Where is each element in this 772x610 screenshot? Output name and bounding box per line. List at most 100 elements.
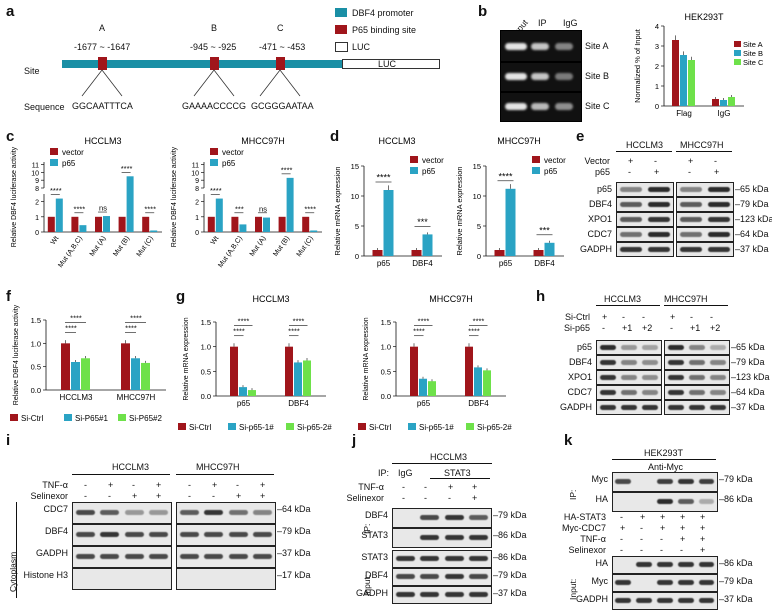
lane-ip: IP: [538, 18, 547, 28]
site-label: Site: [24, 66, 40, 76]
category-label: Mut (C): [296, 235, 315, 258]
bar: [255, 216, 262, 232]
chart-c-hcclm3: HCCLM3 Relative DBF4 luciferase activity 0…: [11, 136, 162, 269]
cell-label: HCCLM3: [430, 452, 468, 462]
legend-swatch: [532, 156, 540, 163]
y-tick-label: 2: [655, 62, 659, 71]
bar: [533, 250, 544, 256]
bar: [230, 346, 238, 396]
blot-strip: [392, 528, 492, 548]
kda-label: –123 kDa: [731, 372, 770, 382]
legend-swatch: [210, 159, 218, 166]
bar: [150, 230, 158, 232]
legend-label: vector: [62, 148, 84, 157]
sig-label: ***: [539, 225, 550, 235]
legend-swatch: [734, 50, 741, 56]
category-label: Wt: [50, 235, 61, 246]
legend-label: p65: [222, 159, 236, 168]
blot-strip: [176, 502, 276, 524]
blot-band: [620, 231, 642, 237]
condition-mark: -: [84, 480, 87, 490]
chart-title: HCCLM3: [84, 136, 121, 146]
y-tick-label: 1.5: [201, 318, 211, 327]
bar: [61, 343, 70, 390]
kda-label: –79 kDa: [735, 199, 769, 209]
kda-label: –65 kDa: [731, 342, 765, 352]
gel-site-a-label: Site A: [585, 41, 609, 51]
sig-label: ****: [125, 324, 137, 333]
bar: [303, 360, 311, 396]
y-tick-label: 10: [351, 192, 359, 201]
category-label: Mut (A,B,C): [57, 235, 84, 269]
blot-strip: [72, 568, 172, 590]
condition-mark: -: [660, 545, 663, 555]
condition-mark: -: [710, 312, 713, 322]
blot-band: [710, 404, 727, 410]
category-label: Mut (C): [136, 235, 155, 258]
y-tick-label: 10: [191, 170, 199, 177]
legend-label: Si-p65-2#: [297, 423, 332, 432]
blot-row-label: CDC7: [43, 504, 68, 514]
gel-site-b-label: Site B: [585, 71, 610, 81]
blot-row-label: STAT3: [361, 552, 388, 562]
blot-strip: [392, 550, 492, 568]
blot-strip: [616, 197, 674, 212]
condition-mark: -: [602, 323, 605, 333]
y-tick-label: 10: [31, 170, 39, 177]
condition-mark: -: [84, 491, 87, 501]
condition-mark: +: [132, 491, 138, 501]
chart-d-hcclm3: HCCLM3 Relative mRNA expression 0 5 10 15 p65 D…: [333, 136, 444, 268]
condition-mark: +: [602, 312, 608, 322]
condition-label: TNF-α: [358, 482, 384, 492]
blot-strip: [392, 508, 492, 528]
condition-mark: -: [660, 534, 663, 544]
blot-band: [204, 510, 224, 515]
bar: [131, 358, 140, 390]
blot-strip: [596, 340, 662, 355]
sig-label: ****: [74, 204, 86, 213]
blot-band: [444, 556, 464, 561]
blot-band: [688, 374, 706, 380]
sig-label: ****: [288, 327, 300, 336]
site-b-seq: GAAAACCCCG: [182, 101, 247, 111]
kda-label: –86 kDa: [493, 552, 527, 562]
blot-band: [642, 374, 659, 380]
category-label: DBF4: [468, 399, 489, 408]
blot-band: [708, 186, 730, 192]
blot-row-label: XPO1: [567, 372, 592, 382]
condition-label: Myc-CDC7: [562, 523, 606, 533]
blot-row-label: p65: [596, 184, 612, 194]
blot-band: [680, 216, 702, 222]
condition-label: Selinexor: [568, 545, 606, 555]
sig-label: ns: [99, 204, 107, 213]
site-a-seq: GGCAATTTCA: [72, 101, 133, 111]
condition-mark: -: [424, 482, 427, 492]
kda-label: –37 kDa: [731, 402, 765, 412]
blot-strip: [664, 355, 730, 370]
y-tick-label: 1.5: [31, 316, 41, 325]
legend-label: p65: [422, 167, 436, 176]
y-tick-label: 10: [473, 192, 481, 201]
y-axis-label: Relative DBF4 luciferase activity: [171, 146, 178, 247]
bar: [95, 216, 102, 232]
y-tick-label: 0.0: [381, 392, 391, 401]
legend-swatch: [64, 414, 72, 421]
category-label: p65: [417, 399, 431, 408]
condition-label: TNF-α: [42, 480, 68, 490]
blot-strip: [676, 227, 734, 242]
blot-row-label: DBF4: [364, 510, 388, 520]
condition-mark: -: [654, 156, 657, 166]
blot-band: [677, 479, 694, 484]
y-tick-label: 1.5: [381, 318, 391, 327]
bar: [544, 242, 555, 256]
y-tick-label: 0.5: [201, 367, 211, 376]
bar: [79, 225, 87, 232]
bar: [71, 362, 80, 390]
condition-mark: +: [236, 491, 242, 501]
luc-label: LUC: [378, 59, 397, 69]
legend-promoter-label: DBF4 promoter: [352, 8, 414, 18]
legend-binding-label: P65 binding site: [352, 25, 417, 35]
sig-label: ****: [468, 327, 480, 336]
legend-label: Si-Ctrl: [21, 414, 43, 423]
legend-swatch: [228, 423, 236, 430]
